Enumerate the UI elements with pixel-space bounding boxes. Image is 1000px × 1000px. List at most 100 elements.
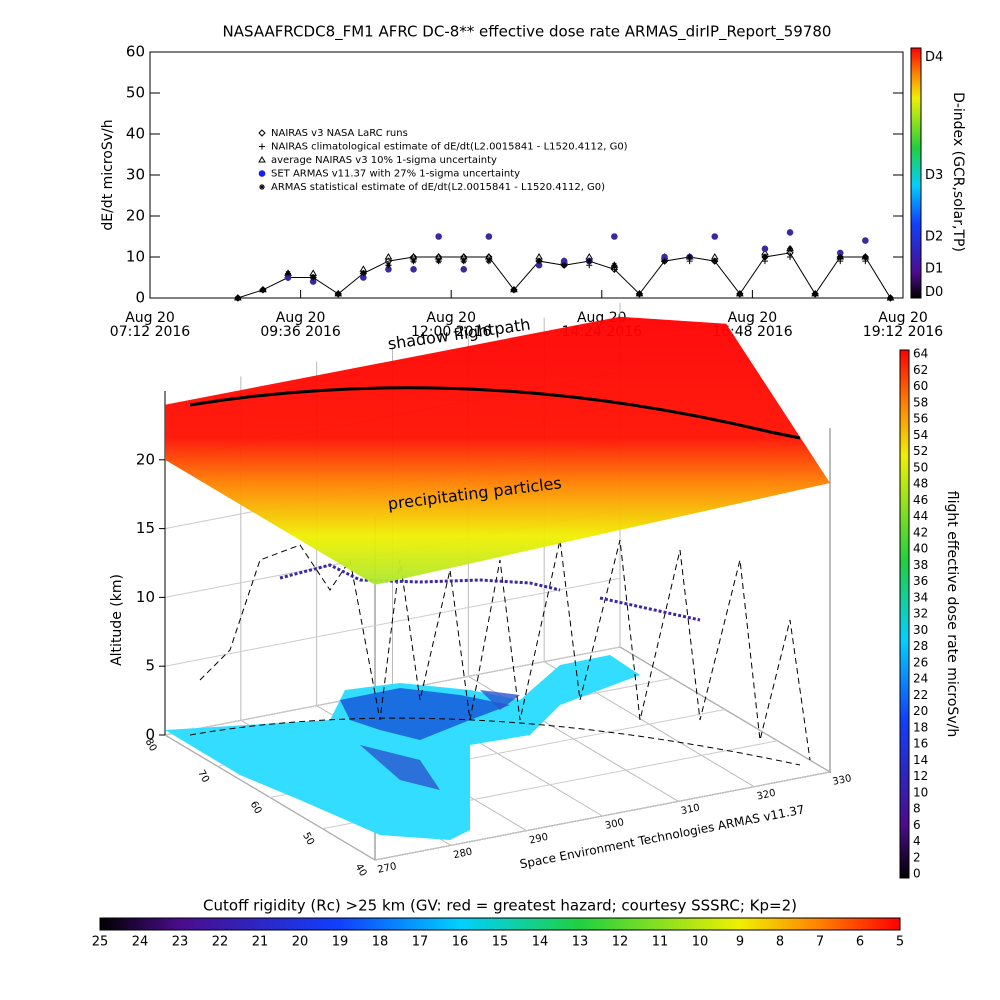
colorbar-tick-label: 48 xyxy=(913,477,928,491)
marker xyxy=(410,258,417,265)
marker xyxy=(837,254,844,260)
colorbar-tick-label: 34 xyxy=(913,590,928,604)
colorbar-tick-label: 6 xyxy=(913,818,921,832)
colorbar-tick-label: 16 xyxy=(913,737,928,751)
marker xyxy=(234,295,241,301)
marker xyxy=(536,258,543,265)
flightpath-shadow xyxy=(189,386,801,440)
x-tick-label: Aug 20 xyxy=(728,310,778,326)
marker xyxy=(611,233,618,240)
x-tick-label: 280 xyxy=(452,846,473,861)
x-tick-label: 330 xyxy=(832,773,853,788)
colorbar-tick-label: 5 xyxy=(896,935,904,950)
colorbar-tick-label: 42 xyxy=(913,525,928,539)
colorbar-tick-label: 11 xyxy=(652,935,669,950)
colorbar-tick-label: D4 xyxy=(925,50,943,65)
legend-label: ARMAS statistical estimate of dE/dt(L2.0… xyxy=(271,182,605,193)
colorbar-tick-label: 10 xyxy=(913,785,928,799)
marker xyxy=(761,245,769,253)
marker xyxy=(862,237,869,244)
marker xyxy=(787,245,794,252)
y-tick-label: 40 xyxy=(126,125,145,143)
colorbar-tick-label: 56 xyxy=(913,412,928,426)
colorbar-tick-label: 22 xyxy=(913,688,928,702)
colorbar-tick-label: 8 xyxy=(913,802,921,816)
land xyxy=(360,690,520,790)
marker xyxy=(611,262,618,269)
colorbar-tick-label: 6 xyxy=(856,935,864,950)
colorbar-tick-label: 15 xyxy=(492,935,509,950)
colorbar-title: Cutoff rigidity (Rc) >25 km (GV: red = g… xyxy=(203,897,797,915)
legend-marker xyxy=(258,156,266,163)
marker xyxy=(711,258,718,265)
colorbar-tick-label: 44 xyxy=(913,509,928,523)
marker xyxy=(385,262,392,269)
marker xyxy=(384,253,393,260)
z-tick-label: 20 xyxy=(136,450,155,468)
colorbar-tick-label: 18 xyxy=(372,935,389,950)
colorbar-tick-label: D1 xyxy=(925,261,943,276)
x-tick-label: 09:36 2016 xyxy=(260,324,341,340)
colorbar-tick-label: 14 xyxy=(913,753,928,767)
x-tick-label: Aug 20 xyxy=(426,310,476,326)
colorbar-tick-label: 40 xyxy=(913,542,928,556)
colorbar-tick-label: 54 xyxy=(913,428,928,442)
z-axis-label: Altitude (km) xyxy=(109,574,125,666)
colorbar-tick-label: 23 xyxy=(172,935,189,950)
colorbar-tick-label: 25 xyxy=(92,935,109,950)
colorbar-tick-label: 24 xyxy=(132,935,149,950)
marker xyxy=(812,290,819,297)
legend-marker xyxy=(259,143,265,150)
marker xyxy=(485,258,492,265)
marker xyxy=(460,258,467,265)
colorbar-tick-label: 26 xyxy=(913,655,928,669)
marker xyxy=(862,254,869,260)
y-tick-label: 20 xyxy=(126,207,145,225)
legend-marker xyxy=(259,184,265,190)
dose-surface xyxy=(165,316,830,585)
y-tick-label: 30 xyxy=(126,166,145,184)
colorbar-tick-label: 28 xyxy=(913,639,928,653)
x-tick-label: Aug 20 xyxy=(125,310,175,326)
colorbar-tick-label: 46 xyxy=(913,493,928,507)
colorbar-label: flight effective dose rate microSv/h xyxy=(944,491,960,737)
legend-label: NAIRAS climatological estimate of dE/dt(… xyxy=(271,142,628,153)
marker xyxy=(460,266,468,273)
marker xyxy=(435,258,442,265)
marker xyxy=(410,266,417,273)
colorbar-tick-label: 36 xyxy=(913,574,928,588)
colorbar-tick-label: 22 xyxy=(212,935,229,950)
marker xyxy=(285,270,292,277)
colorbar-tick-label: 0 xyxy=(913,867,921,881)
x-tick-label: 300 xyxy=(604,817,625,832)
colorbar-tick-label: 9 xyxy=(736,935,744,950)
rigidity-colorbar-panel: Cutoff rigidity (Rc) >25 km (GV: red = g… xyxy=(92,897,904,950)
marker xyxy=(711,233,719,240)
colorbar-tick-label: 52 xyxy=(913,444,928,458)
x-tick-label: 290 xyxy=(528,832,549,847)
marker xyxy=(736,290,743,297)
colorbar-tick-label: 13 xyxy=(572,935,589,950)
x-tick-label: Aug 20 xyxy=(878,310,928,326)
marker xyxy=(510,286,517,293)
colorbar-tick-label: 19 xyxy=(332,935,349,950)
colorbar-tick-label: 7 xyxy=(816,935,824,950)
flight-trace xyxy=(189,539,811,766)
z-tick-label: 5 xyxy=(145,657,155,675)
marker xyxy=(786,229,794,236)
legend-label: SET ARMAS v11.37 with 27% 1-sigma uncert… xyxy=(271,169,520,180)
marker xyxy=(887,295,894,301)
colorbar-tick-label: 8 xyxy=(776,935,784,950)
colorbar-tick-label: 50 xyxy=(913,460,928,474)
legend-label: NAIRAS v3 NASA LaRC runs xyxy=(271,128,408,139)
flight-trace xyxy=(279,563,701,622)
time-series-panel: NASAAFRCDC8_FM1 AFRC DC-8** effective do… xyxy=(100,23,966,341)
legend-label: average NAIRAS v3 10% 1-sigma uncertaint… xyxy=(271,155,497,166)
colorbar-tick-label: 38 xyxy=(913,558,928,572)
colorbar-tick-label: D2 xyxy=(925,229,943,244)
z-tick-label: 10 xyxy=(136,588,155,606)
colorbar-tick-label: 20 xyxy=(292,935,309,950)
x-tick-label: Aug 20 xyxy=(276,310,326,326)
colorbar-tick-label: 16 xyxy=(452,935,469,950)
